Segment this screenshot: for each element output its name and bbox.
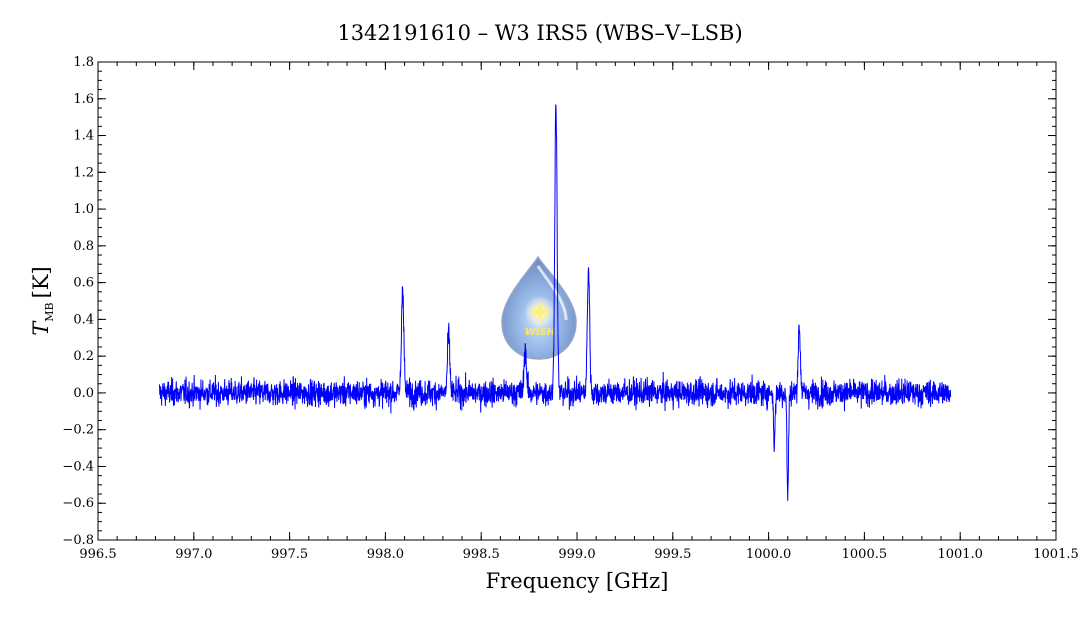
- x-axis: 996.5 997.0 997.5 998.0 998.5 999.0 999.5 1000.…: [79, 62, 1079, 562]
- y-tick-label: 0.8: [73, 239, 94, 254]
- plot-frame: [97, 61, 1057, 541]
- x-tick-label: 1000.0: [746, 547, 792, 562]
- y-axis: −0.8 −0.6 −0.4 −0.2 0.0 0.2 0.4 0.6 0.8 1.0 1.2 1.4…: [62, 55, 1056, 548]
- x-tick-label: 997.0: [175, 547, 212, 562]
- x-tick-label: 998.0: [367, 547, 404, 562]
- x-tick-label: 996.5: [79, 547, 116, 562]
- y-tick-label: 1.4: [73, 129, 94, 144]
- y-axis-label-unit: [K]: [29, 266, 53, 298]
- y-tick-label: 1.6: [73, 92, 94, 107]
- y-tick-label: 0.6: [73, 276, 94, 291]
- x-tick-label: 999.5: [654, 547, 691, 562]
- x-axis-label: Frequency [GHz]: [486, 569, 669, 593]
- x-tick-label: 1000.5: [842, 547, 888, 562]
- y-tick-label: −0.8: [62, 533, 94, 548]
- wish-droplet-icon: WISH: [501, 255, 577, 360]
- wish-logo-text: WISH: [525, 327, 556, 338]
- x-tick-label: 999.0: [558, 547, 595, 562]
- spectrum-series: [158, 104, 952, 501]
- y-axis-label-subscript: MB: [43, 302, 56, 321]
- y-tick-label: 0.2: [73, 349, 94, 364]
- x-tick-label: 1001.5: [1033, 547, 1079, 562]
- y-tick-label: 1.8: [73, 55, 94, 70]
- y-tick-label: −0.6: [62, 496, 94, 511]
- y-axis-label: TMB [K]: [29, 266, 56, 335]
- chart-title: 1342191610 – W3 IRS5 (WBS–V–LSB): [337, 21, 742, 45]
- y-tick-label: −0.4: [62, 459, 94, 474]
- y-tick-label: 0.0: [73, 386, 94, 401]
- y-tick-label: −0.2: [62, 423, 94, 438]
- x-tick-label: 1001.0: [937, 547, 983, 562]
- x-tick-label: 998.5: [463, 547, 500, 562]
- spectrum-line: [158, 104, 952, 501]
- svg-text:TMB[K]: TMB [K]: [29, 266, 56, 335]
- y-tick-label: 1.0: [73, 202, 94, 217]
- y-axis-label-symbol: T: [29, 320, 53, 336]
- y-tick-label: 0.4: [73, 312, 94, 327]
- y-tick-label: 1.2: [73, 165, 94, 180]
- x-tick-label: 997.5: [271, 547, 308, 562]
